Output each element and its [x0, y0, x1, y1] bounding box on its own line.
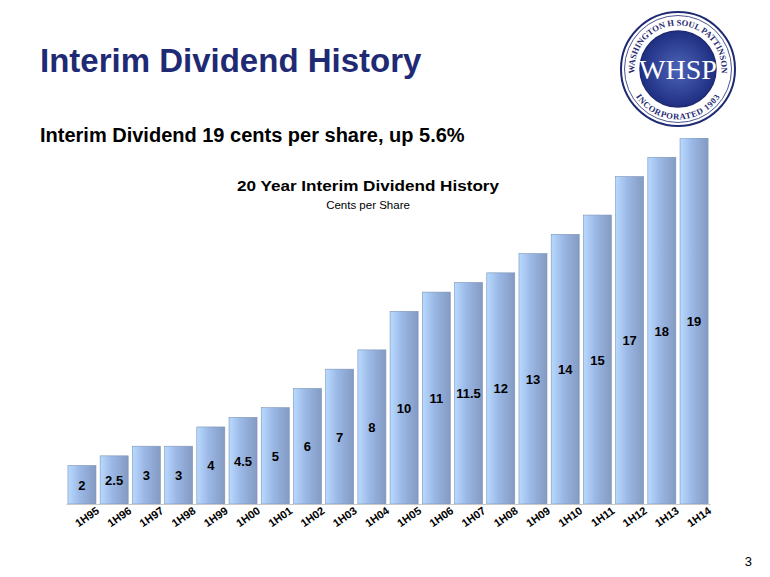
x-tick-label: 1H03 — [330, 504, 358, 529]
data-label: 12 — [494, 381, 508, 396]
x-tick: 1H97 — [137, 504, 165, 529]
bar — [455, 282, 483, 504]
x-tick-label: 1H95 — [73, 504, 101, 529]
x-tick-label: 1H97 — [137, 504, 165, 529]
x-tick-label: 1H14 — [685, 504, 714, 529]
bar — [293, 388, 321, 504]
x-tick: 1H09 — [524, 504, 552, 529]
x-tick: 1H11 — [589, 504, 617, 529]
x-tick-label: 1H05 — [395, 504, 423, 529]
bar — [261, 408, 289, 504]
data-label: 17 — [622, 333, 636, 348]
logo-ring — [621, 12, 735, 126]
slide: Interim Dividend History Interim Dividend… — [0, 0, 770, 577]
bar — [390, 311, 418, 504]
logo: WASHINGTON H SOUL PATTINSONINCORPORATED … — [621, 12, 735, 126]
x-tick-label: 1H00 — [234, 504, 262, 529]
chart-subtitle: Cents per Share — [326, 199, 410, 211]
x-tick-label: 1H98 — [169, 504, 197, 529]
x-tick: 1H13 — [653, 504, 681, 529]
x-tick-label: 1H08 — [492, 504, 520, 529]
x-tick-label: 1H11 — [589, 504, 617, 529]
data-label: 11 — [429, 391, 443, 406]
data-label: 2 — [78, 478, 85, 493]
bar — [680, 138, 708, 504]
x-tick-label: 1H99 — [202, 504, 230, 529]
data-label: 11.5 — [456, 386, 481, 401]
x-tick-label: 1H06 — [427, 504, 455, 529]
bar — [648, 157, 676, 504]
bar — [583, 215, 611, 504]
x-tick-label: 1H10 — [556, 504, 584, 529]
bar — [519, 254, 547, 504]
page-number: 3 — [745, 554, 752, 569]
data-label: 6 — [304, 439, 311, 454]
data-label: 10 — [397, 401, 411, 416]
data-label: 5 — [272, 449, 279, 464]
data-label: 8 — [368, 420, 375, 435]
heading: Interim Dividend History — [40, 42, 422, 79]
x-axis-line — [67, 504, 711, 505]
x-tick: 1H95 — [73, 504, 101, 529]
bar — [229, 417, 257, 504]
logo-center-text: WHSP — [639, 54, 717, 85]
x-tick-label: 1H01 — [266, 504, 294, 529]
x-tick: 1H03 — [330, 504, 358, 529]
x-tick: 1H12 — [620, 504, 648, 529]
data-label: 4 — [207, 458, 215, 473]
x-tick: 1H07 — [459, 504, 487, 529]
bar — [68, 465, 96, 504]
data-label: 19 — [687, 314, 701, 329]
logo-center — [640, 31, 716, 107]
data-label: 13 — [526, 372, 540, 387]
x-tick: 1H00 — [234, 504, 262, 529]
bar — [100, 456, 128, 504]
bar — [132, 446, 160, 504]
x-tick-label: 1H96 — [105, 504, 133, 529]
data-label: 2.5 — [105, 473, 123, 488]
x-tick: 1H14 — [685, 504, 714, 529]
x-tick: 1H99 — [202, 504, 230, 529]
headline: Interim Dividend 19 cents per share, up … — [40, 124, 465, 146]
bar — [487, 273, 515, 504]
x-tick: 1H05 — [395, 504, 423, 529]
logo-bottom-text: INCORPORATED 1903 — [634, 92, 722, 122]
x-tick-label: 1H04 — [363, 504, 392, 529]
bar — [326, 369, 354, 504]
x-tick: 1H98 — [169, 504, 197, 529]
bar — [422, 292, 450, 504]
bar — [551, 234, 579, 504]
x-tick: 1H06 — [427, 504, 455, 529]
x-tick-label: 1H02 — [298, 504, 326, 529]
x-tick-label: 1H12 — [620, 504, 648, 529]
bar — [358, 350, 386, 504]
x-tick: 1H96 — [105, 504, 133, 529]
x-tick: 1H08 — [492, 504, 520, 529]
x-tick: 1H10 — [556, 504, 584, 529]
bar — [197, 427, 225, 504]
data-label: 7 — [336, 430, 343, 445]
data-label: 15 — [590, 353, 604, 368]
data-label: 3 — [175, 468, 182, 483]
x-tick-label: 1H09 — [524, 504, 552, 529]
data-label: 14 — [558, 362, 573, 377]
x-axis: 1H951H961H971H981H991H001H011H021H031H04… — [67, 504, 714, 529]
data-label: 4.5 — [234, 454, 252, 469]
data-labels: 2 2.5 3 3 4 4.5 5 6 7 8 10 11 11.5 12 13 14 15 17 18 19 — [78, 314, 701, 493]
logo-ring — [625, 16, 732, 123]
x-tick-label: 1H07 — [459, 504, 487, 529]
logo-bottom-text: INCORPORATED 1903 — [634, 92, 722, 122]
plot-area — [68, 138, 708, 504]
bar — [165, 446, 193, 504]
x-tick-label: 1H13 — [653, 504, 681, 529]
data-label: 3 — [143, 468, 150, 483]
x-tick: 1H04 — [363, 504, 392, 529]
bar — [616, 177, 644, 504]
chart-title: 20 Year Interim Dividend History — [237, 177, 500, 194]
x-tick: 1H02 — [298, 504, 326, 529]
data-label: 18 — [655, 324, 669, 339]
x-tick: 1H01 — [266, 504, 294, 529]
